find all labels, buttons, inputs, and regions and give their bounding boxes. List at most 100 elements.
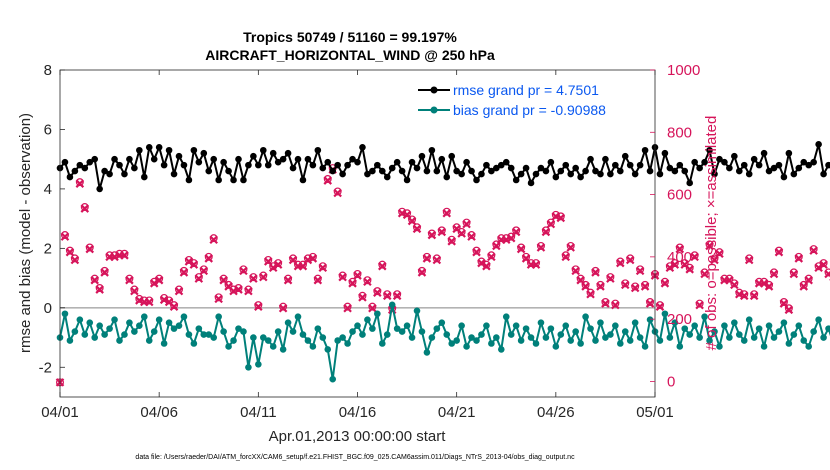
obs-x-stroke (457, 229, 466, 238)
rmse-point (230, 176, 237, 184)
bias-point (745, 316, 753, 324)
bias-point (770, 334, 778, 341)
obs-x-stroke (278, 303, 288, 313)
obs-assimilated-point (789, 269, 799, 279)
obs-x-stroke (630, 283, 640, 293)
obs-x-stroke (70, 255, 80, 265)
bias-point (666, 334, 674, 341)
obs-assimilated-point (348, 279, 357, 288)
rmse-point (478, 170, 485, 178)
obs-x-stroke (85, 244, 95, 254)
bias-point (180, 313, 188, 321)
obs-possible-point (373, 287, 382, 296)
rmse-point (393, 158, 401, 166)
rmse-point (616, 167, 624, 175)
obs-assimilated-point (239, 266, 248, 276)
plot-area (60, 70, 655, 397)
obs-possible-point (393, 290, 402, 299)
obs-x-stroke (254, 302, 263, 311)
obs-possible-point (700, 268, 709, 277)
obs-assimilated-point (824, 269, 830, 279)
obs-possible-point (616, 257, 625, 266)
obs-possible-point (566, 241, 575, 250)
obs-possible-point (403, 209, 412, 218)
obs-x-stroke (263, 257, 273, 266)
obs-possible-point (690, 251, 699, 260)
rmse-point (735, 167, 743, 175)
bias-point (165, 319, 173, 326)
obs-possible-point (170, 301, 179, 310)
obs-x-stroke (744, 255, 754, 265)
obs-x-stroke (814, 263, 823, 273)
bias-point (631, 319, 639, 326)
obs-assimilated-point (120, 251, 129, 260)
bias-point (96, 322, 103, 329)
obs-possible-point (244, 285, 253, 294)
obs-possible-point (730, 279, 739, 288)
bias-point (200, 331, 208, 338)
rmse-point (299, 176, 307, 184)
left-y-axis: -2 0 2 4 6 8 (39, 62, 65, 376)
obs-possible-point (670, 259, 679, 268)
rmse-point (423, 167, 431, 175)
obs-possible-point (536, 241, 545, 250)
obs-x-stroke (769, 269, 779, 279)
obs-x-stroke (477, 258, 486, 268)
obs-possible-point (204, 252, 213, 261)
obs-assimilated-point (814, 263, 823, 273)
obs-assimilated-point (214, 294, 223, 304)
right-y-tick-label: 400 (667, 249, 692, 266)
left-y-tick-label: -2 (39, 359, 52, 376)
bias-point (587, 325, 594, 332)
rmse-point (195, 158, 203, 166)
obs-possible-point (229, 285, 238, 294)
bias-point (344, 340, 351, 347)
bias-point (428, 334, 436, 341)
obs-possible-point (274, 259, 283, 268)
obs-x-stroke (239, 266, 248, 276)
rmse-point (359, 143, 366, 151)
obs-x-stroke (730, 280, 739, 290)
bias-point (463, 343, 470, 350)
obs-x-stroke (100, 268, 109, 277)
rmse-point (235, 155, 242, 163)
obs-assimilated-point (407, 216, 417, 226)
obs-possible-point (179, 266, 188, 275)
obs-x-stroke (368, 303, 377, 313)
bias-point (755, 325, 763, 332)
obs-assimilated-point (675, 244, 685, 254)
obs-assimilated-point (571, 266, 580, 276)
rmse-point (309, 161, 317, 169)
bias-point (502, 313, 510, 321)
obs-possible-point (323, 175, 332, 184)
legend: rmse grand pr = 4.7501 bias grand pr = -… (412, 78, 652, 120)
obs-possible-point (363, 276, 372, 285)
obs-possible-point (631, 282, 640, 291)
obs-x-stroke (521, 254, 531, 263)
bias-point (314, 325, 322, 332)
obs-possible-point (799, 280, 808, 289)
obs-assimilated-point (591, 268, 600, 277)
obs-possible-point (472, 246, 481, 255)
bias-point (66, 337, 74, 344)
bias-point (299, 331, 307, 338)
obs-x-stroke (774, 247, 784, 257)
obs-x-stroke (427, 230, 437, 240)
rmse-point (636, 161, 644, 169)
bias-point (532, 340, 540, 347)
bias-point (205, 331, 213, 338)
obs-assimilated-point (169, 302, 179, 311)
obs-x-stroke (95, 285, 104, 294)
obs-possible-point (442, 207, 451, 216)
rmse-point (572, 164, 579, 172)
obs-possible-point (512, 226, 521, 235)
obs-assimilated-point (313, 275, 323, 285)
obs-possible-point (432, 254, 441, 263)
obs-x-stroke (715, 249, 724, 259)
obs-x-stroke (60, 232, 70, 241)
bias-point (641, 343, 649, 350)
obs-assimilated-point (149, 279, 159, 288)
bias-point (473, 337, 480, 344)
obs-assimilated-point (715, 249, 724, 259)
